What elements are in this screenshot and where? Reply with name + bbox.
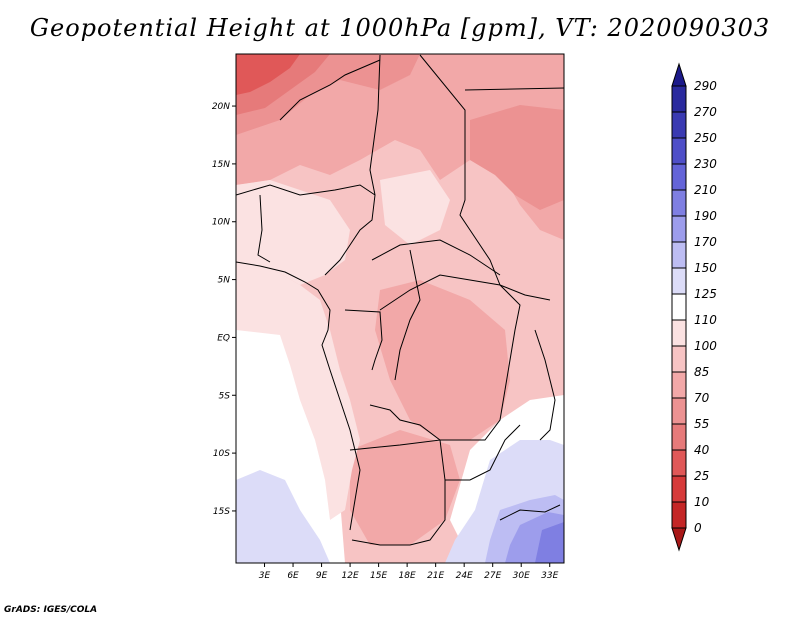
colorbar-label: 290: [694, 79, 717, 93]
field-band-55-70-ne: [470, 105, 564, 210]
colorbar-label: 100: [694, 339, 717, 353]
field-band-70-85: [236, 54, 564, 240]
colorbar-segment: [671, 423, 687, 451]
country-borders: [236, 54, 564, 546]
lat-tick-label: 20N: [212, 102, 230, 112]
colorbar-segment: [671, 111, 687, 139]
field-band-190-210-se: [535, 522, 564, 563]
field-band-25-40: [236, 54, 300, 95]
colorbar-top-arrow: [671, 62, 687, 87]
lat-tick-label: 10N: [212, 218, 230, 228]
colorbar-segment: [671, 345, 687, 373]
colorbar-segment: [671, 475, 687, 503]
colorbar-label: 70: [694, 391, 710, 405]
colorbar-segment: [671, 449, 687, 477]
lon-tick-label: 30E: [513, 571, 530, 581]
colorbar-label: 0: [694, 521, 702, 535]
lon-tick-label: 33E: [541, 571, 558, 581]
lon-tick-label: 6E: [287, 571, 299, 581]
colorbar-segment: [671, 241, 687, 269]
height-field: [236, 54, 564, 563]
colorbar-segment: [671, 163, 687, 191]
colorbar-segment: [671, 137, 687, 165]
colorbar-label: 230: [694, 157, 717, 171]
lat-tick-label: 15N: [212, 160, 230, 170]
lat-tick-label: 10S: [213, 449, 230, 459]
lat-tick-label: 5S: [219, 391, 231, 401]
colorbar-segment: [671, 501, 687, 529]
colorbar-label: 150: [694, 261, 717, 275]
colorbar-segment: [671, 189, 687, 217]
field-band-70-85-congo: [375, 280, 510, 440]
colorbar-label: 125: [694, 287, 717, 301]
colorbar-label: 10: [694, 495, 710, 509]
lon-tick-label: 27E: [484, 571, 501, 581]
field-band-100-110-mid: [380, 170, 450, 245]
lon-tick-label: 21E: [427, 571, 444, 581]
colorbar-segment: [671, 215, 687, 243]
colorbar-label: 25: [694, 469, 709, 483]
lon-tick-label: 9E: [316, 571, 328, 581]
lat-tick-label: 5N: [218, 276, 231, 286]
lat-tick-label: EQ: [217, 333, 230, 343]
colorbar-bottom-arrow: [671, 527, 687, 552]
lon-tick-label: 12E: [342, 571, 359, 581]
colorbar-segment: [671, 267, 687, 295]
colorbar-segment: [671, 319, 687, 347]
colorbar-segment: [671, 371, 687, 399]
field-band-70-85-south: [350, 430, 460, 545]
map-frame: [235, 53, 565, 564]
colorbar-segment: [671, 293, 687, 321]
lon-tick-label: 3E: [259, 571, 271, 581]
colorbar-segment: [671, 85, 687, 113]
lon-tick-label: 24E: [456, 571, 473, 581]
colorbar-label: 55: [694, 417, 709, 431]
colorbar-label: 40: [694, 443, 710, 457]
colorbar-label: 170: [694, 235, 717, 249]
lon-axis: 3E 6E 9E 12E 15E 18E 21E 24E 27E 30E 33E: [259, 563, 559, 581]
colorbar: 2902702502302101901701501251101008570554…: [671, 62, 717, 552]
colorbar-label: 190: [694, 209, 717, 223]
chart-title: Geopotential Height at 1000hPa [gpm], VT…: [29, 14, 771, 42]
field-band-100-110-coast: [236, 262, 360, 520]
colorbar-label: 270: [694, 105, 717, 119]
lat-axis: 20N 15N 10N 5N EQ 5S 10S 15S: [212, 102, 236, 517]
lon-tick-label: 18E: [399, 571, 416, 581]
colorbar-label: 110: [694, 313, 717, 327]
colorbar-label: 210: [694, 183, 717, 197]
colorbar-label: 85: [694, 365, 709, 379]
lon-tick-label: 15E: [370, 571, 387, 581]
field-band-125-150-sw: [236, 470, 330, 563]
colorbar-segment: [671, 397, 687, 425]
footer-text: GrADS: IGES/COLA: [4, 605, 97, 615]
lat-tick-label: 15S: [213, 507, 230, 517]
colorbar-label: 250: [694, 131, 717, 145]
